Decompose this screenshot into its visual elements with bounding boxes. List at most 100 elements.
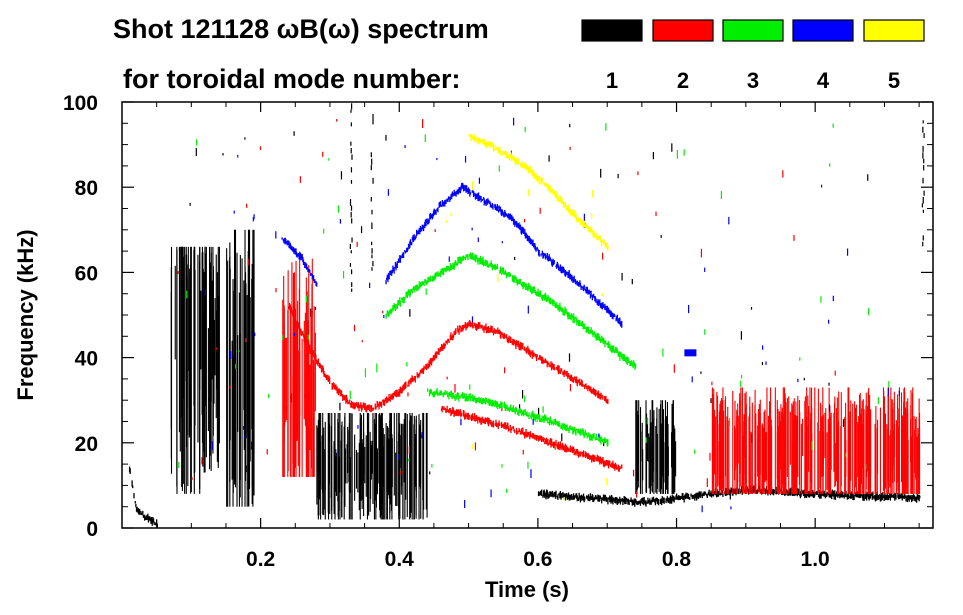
mode-1-trace-mark [904, 494, 906, 499]
mode-3-trace-mark [588, 326, 590, 334]
mode-2-trace-mark [601, 394, 603, 400]
mode-1-burst-mark [343, 426, 345, 520]
mode-4-speckle [846, 248, 849, 256]
mode-3-trace-mark [613, 345, 615, 351]
mode-2-burst-mark [915, 416, 917, 494]
mode-4-trace-mark [575, 280, 577, 285]
mode-2-trace-mark [532, 433, 535, 439]
mode-2-burst-mark [742, 436, 744, 492]
mode-2-burst-mark [861, 400, 863, 494]
x-tick-label: 0.6 [523, 548, 552, 571]
mode-3-speckle [408, 458, 410, 462]
mode-1-vertical-mark [923, 158, 925, 164]
mode-3-trace-mark [568, 427, 570, 434]
mode-5-trace-mark [525, 163, 527, 171]
mode-1-trace-mark [704, 491, 707, 495]
mode-1-trace-mark [548, 495, 550, 498]
mode-1-vertical-mark [349, 199, 352, 206]
mode-2-burst-mark [761, 425, 763, 489]
mode-2-trace-mark [380, 401, 383, 408]
mode-4-series [204, 117, 900, 513]
mode-4-speckle [314, 307, 317, 311]
mode-1-burst-mark [361, 439, 363, 509]
mode-1-trace-mark [866, 493, 868, 501]
mode-2-trace-mark [509, 424, 511, 428]
mode-2-trace-mark [446, 405, 448, 412]
mode-4-speckle [464, 155, 467, 163]
mode-1-trace-mark [842, 491, 844, 498]
mode-1-burst-mark [246, 295, 248, 507]
mode-3-trace-mark [585, 432, 588, 436]
mode-1-trace-mark [147, 513, 149, 519]
mode-2-trace-mark [536, 354, 538, 358]
mode-2-trace-mark [574, 451, 577, 455]
mode-1-trace-mark [911, 495, 913, 501]
mode-3-trace-mark [430, 389, 433, 394]
mode-1-trace-mark [847, 493, 850, 500]
mode-2-burst-mark [807, 395, 809, 494]
mode-1-burst-mark [418, 414, 420, 520]
mode-3-speckle [282, 335, 284, 341]
mode-5-trace-mark [546, 182, 548, 187]
mode-3-trace-mark [550, 299, 552, 304]
mode-2-trace-mark [574, 378, 577, 383]
mode-3-trace-mark [470, 395, 473, 399]
mode-2-burst-mark [718, 441, 720, 485]
mode-2-burst-mark [754, 406, 756, 494]
mode-2-trace-mark [610, 464, 612, 468]
mode-3-trace-mark [477, 257, 479, 265]
mode-1-trace-mark [578, 492, 580, 499]
mode-5-speckle [450, 212, 452, 217]
mode-3-trace-mark [604, 340, 607, 344]
mode-2-burst-mark [726, 416, 728, 494]
mode-1-trace-mark [916, 496, 918, 503]
mode-2-trace-mark [454, 410, 456, 414]
mode-3-trace-mark [432, 277, 435, 282]
mode-1-burst-mark [318, 412, 320, 516]
mode-1-burst-mark [244, 229, 246, 507]
mode-2-trace-mark [317, 358, 320, 364]
mode-1-speckle [710, 398, 712, 404]
mode-4-trace-mark [281, 237, 283, 240]
legend-swatch-mode-5 [863, 19, 925, 42]
mode-3-speckle [376, 363, 378, 373]
mode-1-burst-mark [368, 412, 370, 516]
mode-1-burst-mark [355, 449, 358, 489]
mode-2-burst-mark [304, 312, 306, 426]
mode-2-burst-mark [834, 396, 836, 488]
mode-1-burst-mark [665, 418, 667, 466]
mode-1-vertical-mark [351, 269, 353, 275]
mode-1-trace-mark [876, 492, 878, 499]
mode-2-trace-mark [509, 428, 511, 431]
mode-1-vertical-mark [350, 109, 352, 113]
mode-4-speckle [339, 218, 342, 224]
mode-3-trace-mark [590, 327, 592, 334]
mode-3-trace-mark [490, 399, 492, 404]
mode-1-trace-mark [719, 492, 722, 496]
mode-2-trace-mark [426, 363, 428, 369]
mode-2-trace-mark [325, 374, 328, 381]
mode-2-burst-mark [313, 306, 315, 477]
mode-1-burst-mark [395, 452, 397, 506]
mode-4-trace-mark [541, 250, 543, 255]
mode-2-trace-mark [538, 437, 540, 441]
mode-5-trace-mark [494, 147, 496, 151]
mode-1-burst-mark [425, 412, 427, 510]
mode-2-speckle [382, 310, 384, 314]
mode-2-trace-mark [350, 400, 353, 408]
mode-2-burst-mark [745, 403, 747, 494]
mode-3-trace-mark [569, 425, 571, 429]
mode-2-burst-mark [876, 419, 879, 474]
mode-1-trace-mark [689, 497, 691, 500]
mode-3-trace-mark [445, 391, 447, 395]
mode-2-speckle [245, 338, 247, 343]
mode-3-speckle [424, 134, 426, 143]
mode-3-speckle [524, 126, 526, 133]
mode-3-speckle [728, 418, 731, 427]
mode-2-trace-mark [572, 446, 575, 453]
mode-3-speckle [323, 228, 325, 234]
mode-1-speckle [561, 433, 563, 442]
mode-1-trace-mark [607, 497, 609, 505]
mode-2-trace-mark [375, 406, 377, 410]
mode-1-speckle [521, 390, 524, 399]
